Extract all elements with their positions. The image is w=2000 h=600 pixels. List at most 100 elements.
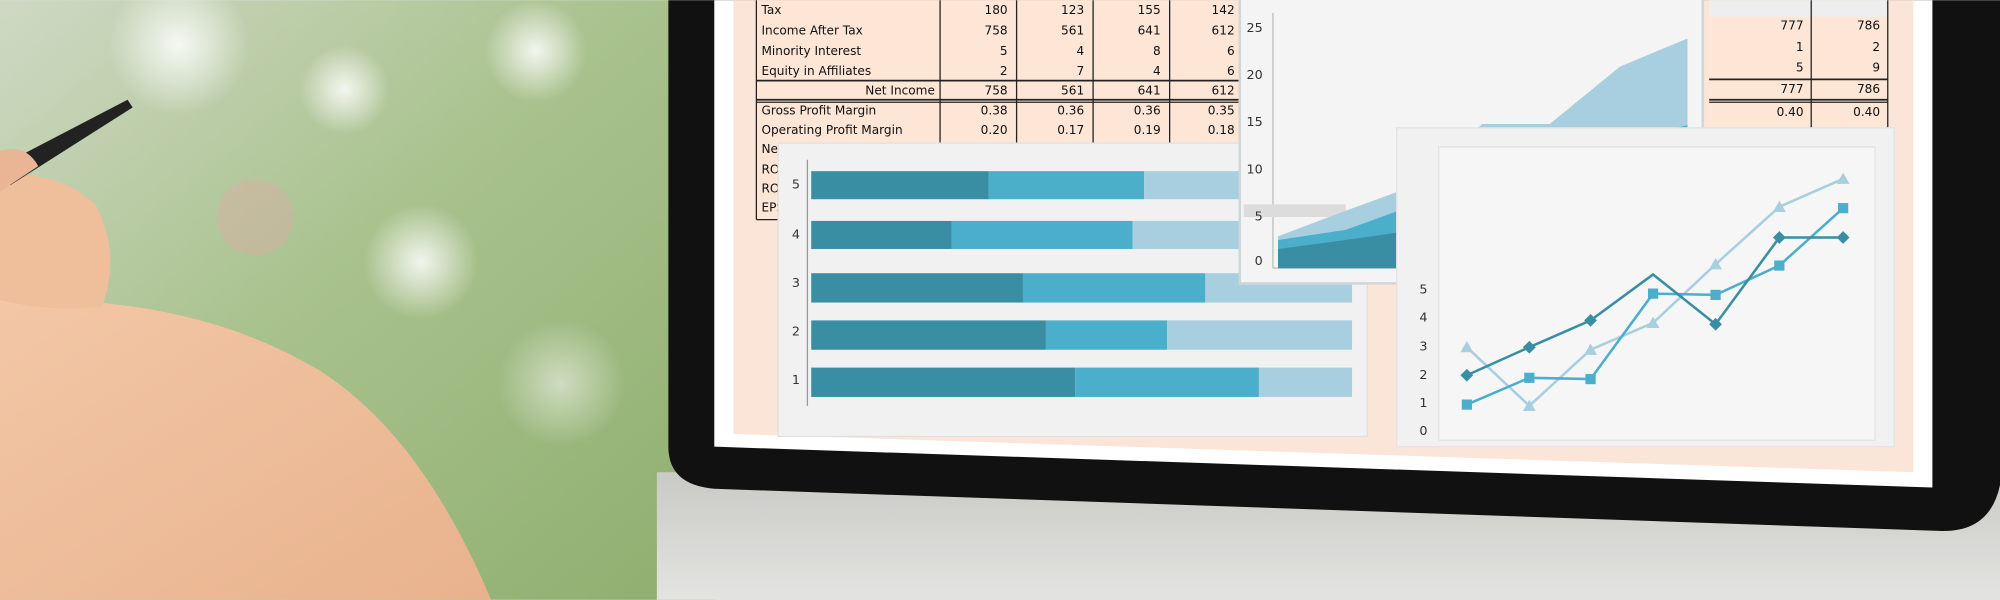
cell-value: 180	[985, 3, 1008, 17]
line-markers-part	[1522, 340, 1536, 354]
line-markers-part	[1646, 316, 1660, 329]
cell-value: 786	[1857, 82, 1880, 96]
line-markers-part	[1524, 372, 1535, 383]
cell-value: 777	[1780, 18, 1803, 32]
cell-value: 786	[1857, 18, 1880, 32]
y-tick-label: 20	[1247, 68, 1263, 83]
cell-value: 0.35	[1208, 104, 1235, 118]
cell-value: 561	[1061, 83, 1084, 97]
person-part	[0, 148, 39, 192]
cell-value: 0.36	[1057, 104, 1084, 118]
line-markers-part	[1584, 314, 1597, 327]
y-tick-label: 2	[792, 324, 800, 339]
bar-segments-part	[1022, 273, 1206, 303]
bar-segments-part	[1075, 367, 1259, 397]
row-label: Minority Interest	[761, 44, 861, 58]
y-tick-label: 15	[1247, 115, 1263, 130]
y-tick-label: 4	[792, 227, 800, 242]
cell-value: 0.36	[1134, 104, 1161, 118]
cell-value: 8	[1153, 44, 1161, 58]
cell-value: 155	[1138, 3, 1161, 17]
y-tick-label: 1	[1419, 396, 1427, 411]
bar-segments-part	[1132, 220, 1240, 249]
line-markers-part	[1836, 231, 1850, 244]
y-tick-label: 3	[1419, 340, 1427, 355]
line-markers-part	[1709, 317, 1722, 331]
cell-value: 5	[1796, 60, 1804, 74]
right-table-part	[1709, 0, 1888, 144]
cell-value: 0.17	[1057, 123, 1084, 137]
line-markers-part	[1461, 399, 1472, 410]
bar-segments	[811, 171, 1353, 397]
cell-value: 4	[1076, 44, 1084, 58]
background-part	[108, 0, 249, 116]
cell-value: 6	[1227, 64, 1235, 78]
cell-value: 142	[1212, 3, 1235, 17]
line-markers-part	[1772, 231, 1786, 244]
cell-value: 641	[1138, 83, 1161, 97]
cell-value: 758	[985, 83, 1008, 97]
cell-value: 0.40	[1777, 105, 1804, 119]
bar-chart: 5 4 3 2 1	[777, 142, 1368, 438]
cell-value: 7	[1076, 64, 1084, 78]
row-label: Equity in Affiliates	[761, 64, 871, 78]
bar-segments-part	[1258, 367, 1353, 397]
bar-segments-part	[1167, 320, 1353, 350]
row-label: Net Income	[865, 83, 935, 97]
cell-value: 612	[1212, 83, 1235, 97]
line-markers-part	[1585, 373, 1596, 385]
line-markers-part	[1647, 288, 1659, 299]
background-part	[484, 0, 587, 103]
y-tick-label: 25	[1247, 21, 1263, 36]
bar-segments-part	[811, 367, 1076, 397]
line-markers-part	[1460, 368, 1474, 382]
person-part	[0, 299, 492, 600]
cell-value: 2	[1000, 64, 1008, 78]
bar-segments-part	[1045, 320, 1168, 350]
row-label: Gross Profit Margin	[761, 104, 876, 118]
cell-value: 4	[1153, 64, 1161, 78]
y-tick-label: 0	[1255, 254, 1263, 269]
line-markers	[1460, 172, 1850, 411]
bar-segments-part	[811, 220, 952, 249]
cell-value: 561	[1061, 23, 1084, 37]
person	[0, 99, 492, 600]
right-table-part	[1709, 0, 1888, 17]
line-markers-part	[1710, 289, 1721, 300]
cell-value: 9	[1872, 60, 1880, 74]
row-label: Income After Tax	[761, 23, 862, 37]
cell-value: 777	[1780, 82, 1803, 96]
line-markers-part	[1774, 260, 1785, 271]
bar-segments-part	[811, 171, 989, 200]
bar-segments-part	[1144, 171, 1240, 200]
y-tick-label: 4	[1419, 310, 1427, 325]
row-label: Operating Profit Margin	[761, 123, 902, 137]
bar-segments-part	[811, 273, 1023, 303]
y-tick-label: 1	[792, 373, 800, 388]
area-chart-part	[1243, 204, 1346, 218]
y-tick-label: 5	[792, 178, 800, 193]
cell-value: 0.38	[981, 104, 1008, 118]
line-markers-part	[1838, 203, 1849, 214]
bar-segments-part	[951, 220, 1133, 249]
cell-value: 6	[1227, 44, 1235, 58]
y-tick-label: 2	[1419, 368, 1427, 383]
line-markers-part	[1584, 343, 1597, 355]
cell-value: 2	[1872, 40, 1880, 54]
cell-value: 0.40	[1853, 105, 1880, 119]
cell-value: 612	[1212, 23, 1235, 37]
right-table: 777 786 1 2 5 9 777 786 0.40 0.40	[1709, 0, 1889, 144]
y-tick-label: 5	[1419, 282, 1427, 297]
y-tick-label: 3	[792, 276, 800, 291]
cell-value: 0.20	[981, 123, 1008, 137]
bar-segments-part	[988, 171, 1145, 200]
line-markers-part	[1460, 340, 1474, 353]
line-markers-part	[1836, 172, 1850, 184]
row-label: Tax	[760, 3, 781, 17]
background-part	[216, 178, 294, 256]
cell-value: 5	[1000, 44, 1008, 58]
line-markers-part	[1709, 257, 1722, 270]
y-tick-label: 5	[1255, 210, 1263, 225]
